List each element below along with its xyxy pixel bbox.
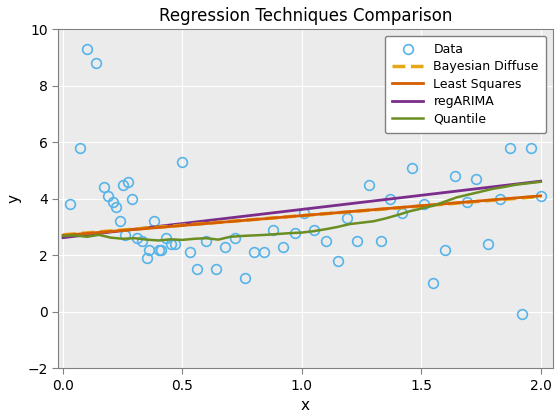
Quantile: [334, 224, 341, 229]
Line: Bayesian Diffuse: Bayesian Diffuse: [63, 197, 540, 235]
regARIMA: [344, 202, 351, 207]
Quantile: [215, 237, 222, 242]
regARIMA: [462, 188, 469, 193]
Quantile: [442, 199, 449, 204]
Quantile: [119, 236, 126, 241]
Quantile: [358, 220, 365, 225]
Data: [537, 193, 544, 198]
Line: Quantile: Quantile: [63, 182, 540, 241]
Quantile: [394, 213, 401, 218]
Data: [251, 250, 258, 255]
Quantile: [323, 227, 329, 232]
Bayesian Diffuse: [352, 209, 359, 214]
regARIMA: [493, 184, 500, 189]
Quantile: [382, 216, 389, 221]
Least Squares: [462, 200, 469, 205]
Quantile: [132, 236, 138, 241]
Quantile: [489, 186, 496, 192]
Data: [122, 233, 128, 238]
Quantile: [179, 237, 186, 242]
Quantile: [310, 228, 317, 234]
Line: Data: Data: [66, 44, 545, 319]
Data: [83, 47, 90, 52]
Bayesian Diffuse: [342, 210, 349, 215]
Quantile: [454, 195, 460, 200]
Least Squares: [61, 233, 68, 238]
Quantile: [370, 219, 377, 224]
regARIMA: [61, 235, 68, 240]
Bayesian Diffuse: [61, 232, 68, 237]
Least Squares: [537, 193, 544, 198]
Quantile: [143, 237, 150, 242]
Quantile: [167, 237, 174, 242]
Quantile: [96, 232, 102, 237]
Line: Least Squares: Least Squares: [63, 196, 540, 235]
Quantile: [263, 232, 269, 237]
Quantile: [203, 236, 209, 241]
Data: [67, 202, 73, 207]
Quantile: [287, 231, 293, 236]
Quantile: [108, 235, 114, 240]
Least Squares: [342, 210, 349, 215]
regARIMA: [342, 202, 349, 207]
Quantile: [418, 206, 424, 211]
Data: [93, 60, 100, 66]
Data: [112, 205, 119, 210]
Least Squares: [60, 233, 67, 238]
Quantile: [83, 234, 90, 239]
Quantile: [155, 238, 162, 243]
Least Squares: [493, 197, 500, 202]
Quantile: [346, 222, 353, 227]
Line: regARIMA: regARIMA: [63, 181, 540, 238]
Bayesian Diffuse: [60, 232, 67, 237]
regARIMA: [60, 235, 67, 240]
Quantile: [298, 230, 305, 235]
Quantile: [525, 181, 532, 186]
X-axis label: x: x: [301, 398, 310, 413]
Data: [377, 239, 384, 244]
regARIMA: [352, 201, 359, 206]
Legend: Data, Bayesian Diffuse, Least Squares, regARIMA, Quantile: Data, Bayesian Diffuse, Least Squares, r…: [385, 36, 547, 133]
Quantile: [478, 189, 484, 194]
Quantile: [251, 233, 258, 238]
Bayesian Diffuse: [344, 210, 351, 215]
Quantile: [60, 234, 67, 239]
Bayesian Diffuse: [537, 194, 544, 199]
Quantile: [227, 234, 234, 239]
Quantile: [406, 209, 413, 214]
Quantile: [72, 233, 78, 238]
Data: [146, 247, 152, 252]
Title: Regression Techniques Comparison: Regression Techniques Comparison: [158, 7, 452, 25]
Quantile: [537, 179, 544, 184]
Quantile: [239, 234, 245, 239]
Quantile: [191, 236, 198, 241]
Y-axis label: y: y: [7, 194, 22, 203]
Quantile: [502, 184, 508, 189]
regARIMA: [537, 178, 544, 184]
Quantile: [274, 231, 281, 236]
Quantile: [514, 182, 520, 187]
Quantile: [430, 203, 437, 208]
Bayesian Diffuse: [493, 197, 500, 202]
Quantile: [466, 192, 473, 197]
Data: [518, 312, 525, 317]
Least Squares: [352, 209, 359, 214]
Bayesian Diffuse: [462, 200, 469, 205]
Least Squares: [344, 209, 351, 214]
